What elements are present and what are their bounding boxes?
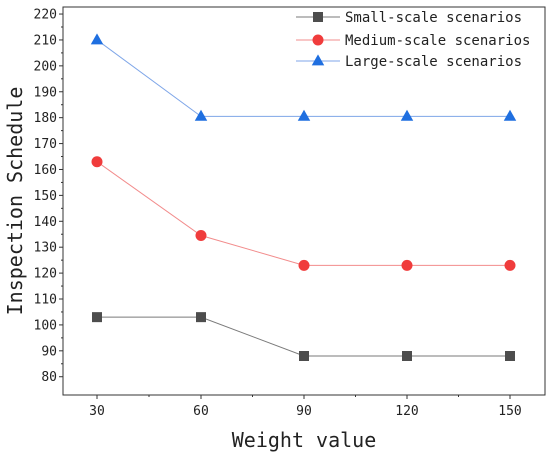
series-line [96,39,510,117]
y-axis-ticks: 80 90 100 110 120 130 140 150 160 170 180 190 200 210… [34,8,63,385]
data-point [297,109,311,121]
y-tick-label: 150 [34,189,57,204]
series-square [92,312,515,361]
series-circle [91,156,516,271]
legend-item: Large-scale scenarios [296,54,522,70]
y-tick-label: 160 [34,163,57,178]
data-point [505,351,515,361]
y-tick-label: 80 [41,370,57,385]
series-line [96,161,510,266]
series-triangle [90,33,517,121]
legend-item: Small-scale scenarios [296,10,522,26]
series-layer [90,33,517,361]
data-point [194,109,208,121]
x-tick-label: 120 [395,404,418,419]
y-tick-label: 100 [34,318,57,333]
data-point [91,156,103,168]
y-tick-label: 170 [34,137,57,152]
legend-label: Small-scale scenarios [345,10,522,26]
y-tick-label: 130 [34,241,57,256]
y-tick-label: 140 [34,215,57,230]
legend-label: Large-scale scenarios [345,54,522,70]
x-axis-ticks: 30 60 90 120 150 [89,395,522,419]
data-point [298,259,310,271]
x-tick-label: 60 [193,404,209,419]
y-tick-label: 120 [34,267,57,282]
y-tick-label: 180 [34,111,57,126]
x-tick-label: 90 [296,404,312,419]
y-axis-title: Inspection Schedule [3,87,27,316]
data-point [402,351,412,361]
data-point [195,230,207,242]
y-tick-label: 190 [34,85,57,100]
legend-label: Medium-scale scenarios [345,33,530,49]
y-tick-label: 210 [34,33,57,48]
data-point [400,109,414,121]
data-point [90,33,104,45]
legend-marker [312,34,324,46]
legend-marker [313,12,323,22]
y-tick-label: 110 [34,293,57,308]
legend: Small-scale scenarios Medium-scale scenar… [296,10,530,70]
legend-item: Medium-scale scenarios [296,33,530,49]
y-tick-label: 200 [34,59,57,74]
data-point [196,312,206,323]
data-point [92,312,102,323]
data-point [299,351,309,361]
data-point [503,109,517,121]
x-tick-label: 30 [89,404,105,419]
data-point [401,259,413,271]
y-tick-label: 220 [34,8,57,23]
legend-marker [311,54,325,66]
series-line [97,316,510,357]
y-tick-label: 90 [41,344,57,359]
x-axis-title: Weight value [232,428,377,452]
x-tick-label: 150 [498,404,521,419]
data-point [504,259,516,271]
